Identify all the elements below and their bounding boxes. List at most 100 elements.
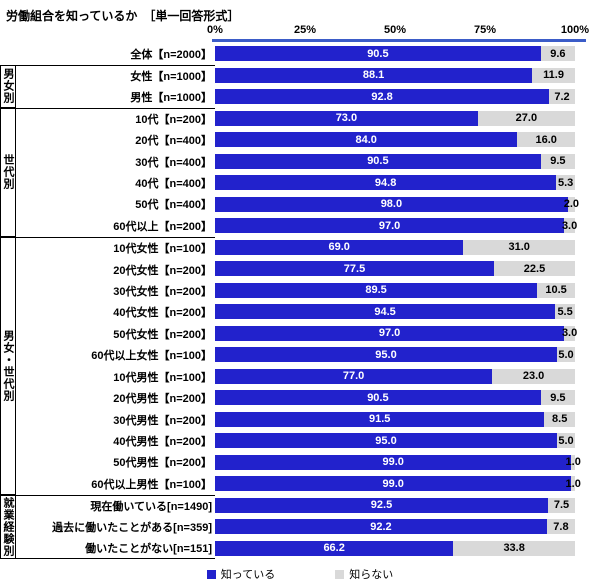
axis-tick: 0% (207, 24, 223, 36)
know-segment: 94.8 (215, 175, 557, 191)
know-segment: 92.5 (215, 497, 548, 513)
bar-row: 66.2 33.8 (215, 538, 575, 560)
category-label: 10代【n=200】 (135, 114, 212, 127)
stacked-bar: 92.5 7.5 (215, 497, 575, 513)
category-label: 40代女性【n=200】 (113, 307, 212, 320)
category-label: 現在働いている[n=1490] (90, 500, 212, 513)
category-label: 30代【n=400】 (135, 156, 212, 169)
know-segment: 95.0 (215, 347, 557, 363)
bar-row: 77.5 22.5 (215, 258, 575, 280)
stacked-bar: 90.5 9.6 (215, 46, 575, 62)
row-group: 就業経験別 現在働いている[n=1490] 過去に働いたことがある[n=359] 働い… (0, 494, 600, 560)
bar-row: 90.5 9.5 (215, 151, 575, 173)
stacked-bar: 98.0 2.0 (215, 196, 580, 212)
bars-column: 69.0 31.0 77.5 22.5 89.5 10.5 94.5 5.5 97.0 3.0 95… (215, 237, 581, 495)
bar-row: 92.5 7.5 (215, 495, 575, 517)
know-segment: 99.0 (215, 476, 572, 492)
know-segment: 92.8 (215, 89, 550, 105)
know-segment: 77.0 (215, 368, 493, 384)
axis-tick: 50% (383, 24, 407, 36)
know-segment: 99.0 (215, 454, 572, 470)
dontknow-segment: 5.0 (557, 347, 575, 363)
know-segment: 84.0 (215, 132, 518, 148)
group-label-text: 男女別 (2, 68, 14, 104)
group-label: 男女別 (0, 64, 16, 108)
category-label: 60代以上【n=200】 (113, 220, 212, 233)
bar-row: 95.0 5.0 (215, 430, 575, 452)
stacked-bar: 90.5 9.5 (215, 153, 575, 169)
group-label (0, 43, 16, 65)
know-segment: 69.0 (215, 239, 464, 255)
bar-row: 94.5 5.5 (215, 301, 575, 323)
chart-title: 労働組合を知っているか ［単一回答形式］ (6, 9, 240, 23)
category-label: 20代男性【n=200】 (113, 393, 212, 406)
dontknow-segment: 10.5 (537, 282, 575, 298)
group-label-text: 男女・世代別 (2, 329, 14, 402)
dontknow-segment: 7.5 (548, 497, 575, 513)
know-segment: 97.0 (215, 218, 565, 234)
category-label: 10代男性【n=100】 (113, 371, 212, 384)
stacked-bar: 77.0 23.0 (215, 368, 575, 384)
row-group: 世代別 10代【n=200】 20代【n=400】 30代【n=400】 40代【n=4… (0, 107, 600, 237)
dontknow-segment: 2.0 (563, 196, 580, 212)
stacked-bar: 99.0 1.0 (215, 454, 581, 470)
bar-row: 92.8 7.2 (215, 86, 575, 108)
group-label: 男女・世代別 (0, 236, 16, 495)
legend-swatch (206, 569, 216, 579)
axis-header: 0% 25% 50% 75% 100% (207, 24, 589, 39)
group-label: 世代別 (0, 107, 16, 237)
dontknow-segment: 5.3 (556, 175, 575, 191)
stacked-bar: 73.0 27.0 (215, 110, 575, 126)
category-label: 20代女性【n=200】 (113, 264, 212, 277)
stacked-bar: 95.0 5.0 (215, 433, 575, 449)
stacked-bar: 69.0 31.0 (215, 239, 575, 255)
bars-column: 90.5 9.6 (215, 43, 575, 65)
category-label: 過去に働いたことがある[n=359] (52, 521, 212, 534)
dontknow-segment: 5.0 (557, 433, 575, 449)
dontknow-segment: 3.0 (561, 218, 578, 234)
dontknow-segment: 33.8 (453, 540, 575, 556)
category-label: 40代男性【n=200】 (113, 436, 212, 448)
stacked-bar: 94.8 5.3 (215, 175, 575, 191)
dontknow-segment: 3.0 (561, 325, 578, 341)
dontknow-segment: 31.0 (463, 239, 575, 255)
bar-row: 89.5 10.5 (215, 280, 575, 302)
category-labels: 10代【n=200】 20代【n=400】 30代【n=400】 40代【n=400】… (16, 107, 215, 237)
axis-tick: 100% (560, 24, 590, 36)
legend-label: 知っている (220, 569, 276, 581)
bar-row: 90.5 9.5 (215, 387, 575, 409)
know-segment: 92.2 (215, 519, 547, 535)
bar-row: 88.1 11.9 (215, 65, 575, 87)
category-label: 60代以上女性【n=100】 (91, 350, 212, 363)
know-segment: 88.1 (215, 67, 533, 83)
bar-row: 77.0 23.0 (215, 366, 575, 388)
stacked-bar: 99.0 1.0 (215, 476, 581, 492)
category-label: 男性【n=1000】 (130, 92, 212, 104)
legend-item: 知らない (335, 566, 393, 582)
know-segment: 94.5 (215, 304, 556, 320)
category-label: 働いたことがない[n=151] (85, 542, 212, 555)
bar-row: 73.0 27.0 (215, 108, 575, 130)
row-group: 男女・世代別 10代女性【n=100】 20代女性【n=200】 30代女性【n=20… (0, 236, 600, 495)
dontknow-segment: 1.0 (565, 476, 581, 492)
category-label: 40代【n=400】 (135, 178, 212, 191)
stacked-bar: 89.5 10.5 (215, 282, 575, 298)
axis-tick: 75% (473, 24, 497, 36)
stacked-bar: 88.1 11.9 (215, 67, 575, 83)
know-segment: 90.5 (215, 46, 541, 62)
axis-tick: 25% (293, 24, 317, 36)
bar-row: 95.0 5.0 (215, 344, 575, 366)
category-label: 50代女性【n=200】 (113, 328, 212, 341)
dontknow-segment: 9.5 (540, 390, 575, 406)
legend-item: 知っている (206, 566, 276, 582)
know-segment: 95.0 (215, 433, 557, 449)
bar-row: 84.0 16.0 (215, 129, 575, 151)
dontknow-segment: 7.8 (546, 519, 575, 535)
know-segment: 90.5 (215, 153, 541, 169)
category-label: 50代【n=400】 (135, 199, 212, 212)
legend: 知っている 知らない (0, 564, 600, 584)
category-labels: 現在働いている[n=1490] 過去に働いたことがある[n=359] 働いたことがな… (16, 494, 215, 559)
dontknow-segment: 7.2 (549, 89, 575, 105)
bar-row: 98.0 2.0 (215, 194, 580, 216)
